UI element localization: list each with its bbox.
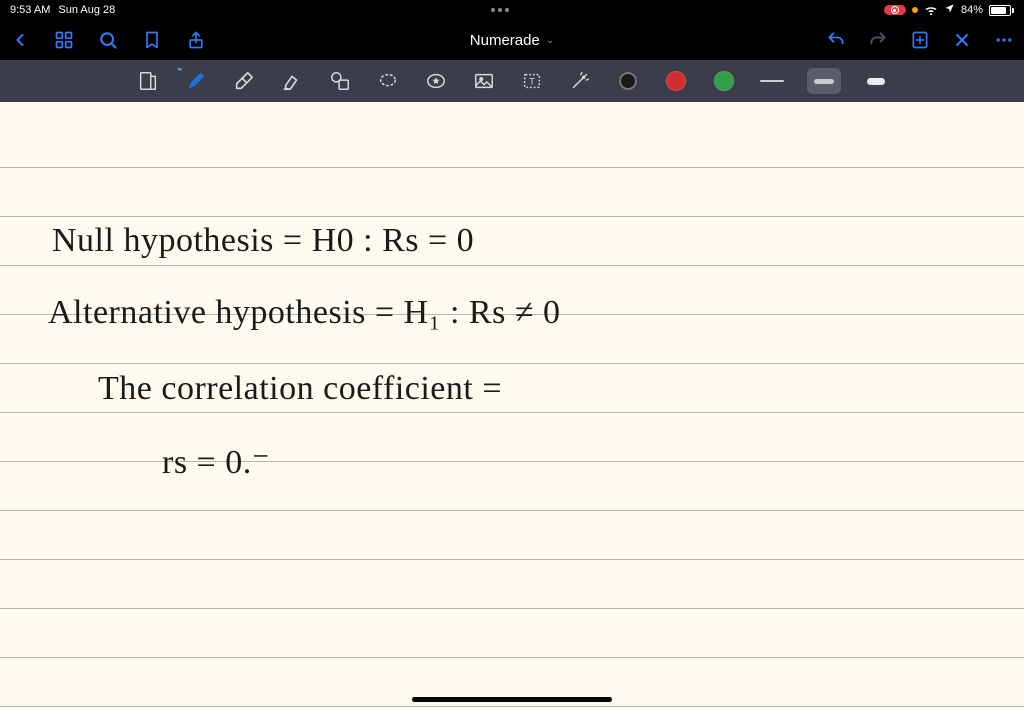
more-button[interactable] bbox=[992, 28, 1016, 52]
status-multitask-dots[interactable] bbox=[115, 8, 884, 12]
screen-recording-pill[interactable] bbox=[884, 5, 906, 15]
page-template-tool[interactable] bbox=[135, 68, 161, 94]
status-left: 9:53 AM Sun Aug 28 bbox=[10, 4, 115, 16]
svg-text:T: T bbox=[529, 77, 535, 87]
battery-icon bbox=[989, 5, 1014, 16]
status-right: 84% bbox=[884, 3, 1014, 17]
favorites-tool[interactable] bbox=[423, 68, 449, 94]
document-title[interactable]: Numerade ⌄ bbox=[470, 32, 554, 49]
handwritten-line: The correlation coefficient = bbox=[98, 370, 502, 408]
bookmark-button[interactable] bbox=[140, 28, 164, 52]
color-black[interactable] bbox=[615, 68, 641, 94]
color-red[interactable] bbox=[663, 68, 689, 94]
wifi-icon bbox=[924, 5, 938, 15]
home-indicator[interactable] bbox=[412, 697, 612, 702]
handwritten-line: rs = 0.⁻ bbox=[162, 442, 270, 482]
grid-view-button[interactable] bbox=[52, 28, 76, 52]
shapes-tool[interactable] bbox=[327, 68, 353, 94]
image-tool[interactable] bbox=[471, 68, 497, 94]
app-nav-bar: Numerade ⌄ bbox=[0, 20, 1024, 60]
drawing-toolbar: ⌁ T bbox=[0, 60, 1024, 102]
status-date: Sun Aug 28 bbox=[58, 4, 115, 16]
stroke-thick[interactable] bbox=[863, 68, 889, 94]
battery-percent: 84% bbox=[961, 4, 983, 16]
back-button[interactable] bbox=[8, 28, 32, 52]
status-time: 9:53 AM bbox=[10, 4, 50, 16]
text-tool[interactable]: T bbox=[519, 68, 545, 94]
stroke-thin[interactable] bbox=[759, 68, 785, 94]
document-title-text: Numerade bbox=[470, 32, 540, 49]
stroke-medium[interactable] bbox=[807, 68, 841, 94]
handwriting-layer: Null hypothesis = H0 : Rs = 0 Alternative… bbox=[0, 102, 1024, 710]
eraser-tool[interactable] bbox=[231, 68, 257, 94]
undo-button[interactable] bbox=[824, 28, 848, 52]
chevron-down-icon: ⌄ bbox=[546, 35, 554, 46]
location-icon bbox=[944, 3, 955, 17]
mic-in-use-dot bbox=[912, 7, 918, 13]
bluetooth-icon: ⌁ bbox=[177, 64, 182, 75]
handwritten-line: Alternative hypothesis = H₁ : Rs ≠ 0 bbox=[48, 294, 560, 332]
redo-button[interactable] bbox=[866, 28, 890, 52]
share-button[interactable] bbox=[184, 28, 208, 52]
lasso-tool[interactable] bbox=[375, 68, 401, 94]
laser-pointer-tool[interactable] bbox=[567, 68, 593, 94]
search-button[interactable] bbox=[96, 28, 120, 52]
new-page-button[interactable] bbox=[908, 28, 932, 52]
note-canvas[interactable]: Null hypothesis = H0 : Rs = 0 Alternative… bbox=[0, 102, 1024, 710]
handwritten-line: Null hypothesis = H0 : Rs = 0 bbox=[52, 222, 474, 260]
color-green[interactable] bbox=[711, 68, 737, 94]
close-button[interactable] bbox=[950, 28, 974, 52]
highlighter-tool[interactable] bbox=[279, 68, 305, 94]
pen-tool[interactable]: ⌁ bbox=[183, 68, 209, 94]
ipad-status-bar: 9:53 AM Sun Aug 28 84% bbox=[0, 0, 1024, 20]
